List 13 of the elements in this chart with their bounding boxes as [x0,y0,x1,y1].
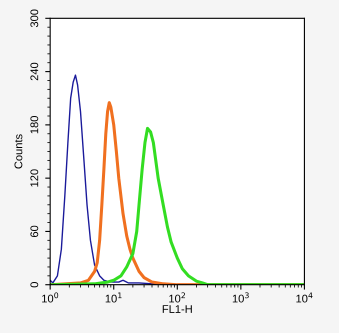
y-tick-label: 60 [30,226,38,238]
y-axis-title: Counts [14,134,22,169]
x-tick-label: 10$^{4}$ [296,292,313,303]
x-axis-title: FL1-H [162,305,192,313]
y-tick-label: 0 [30,282,38,288]
y-tick-label: 240 [30,62,38,80]
y-tick-label: 120 [30,169,38,187]
x-tick-label: 10$^{1}$ [106,292,122,303]
y-tick-label: 180 [30,116,38,134]
x-tick-label: 10$^{3}$ [232,292,249,303]
y-tick-label: 300 [30,9,38,28]
x-tick-label: 10$^{0}$ [42,292,58,303]
x-tick-label: 10$^{2}$ [169,292,186,303]
